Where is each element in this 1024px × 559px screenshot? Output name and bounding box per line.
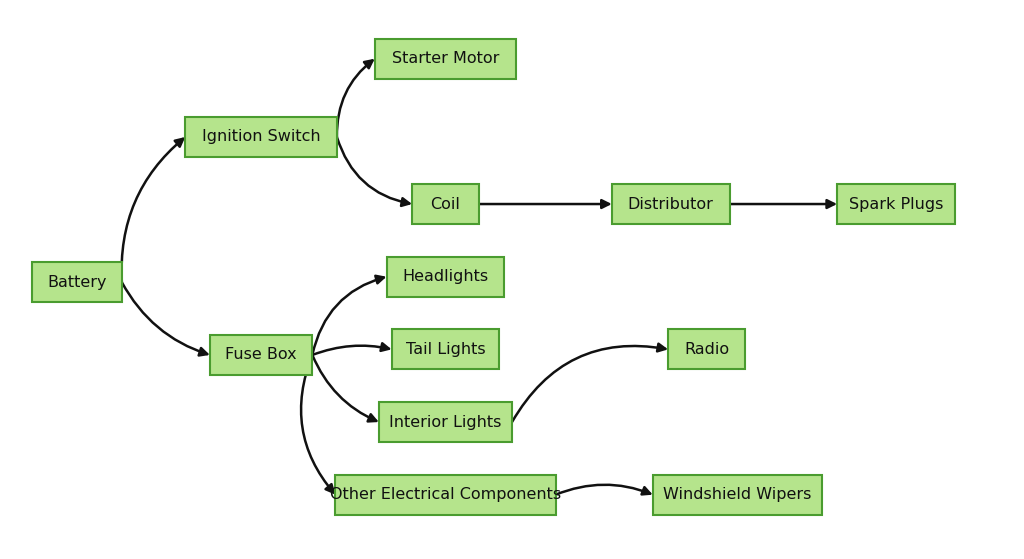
FancyBboxPatch shape <box>391 329 500 369</box>
FancyBboxPatch shape <box>412 184 478 224</box>
FancyBboxPatch shape <box>379 402 512 442</box>
FancyArrowPatch shape <box>479 200 609 208</box>
FancyBboxPatch shape <box>838 184 954 224</box>
Text: Other Electrical Components: Other Electrical Components <box>330 487 561 502</box>
FancyArrowPatch shape <box>312 355 376 421</box>
FancyBboxPatch shape <box>375 39 516 79</box>
FancyArrowPatch shape <box>312 343 389 355</box>
Text: Distributor: Distributor <box>628 197 714 211</box>
FancyArrowPatch shape <box>122 139 183 282</box>
Text: Headlights: Headlights <box>402 269 488 284</box>
Text: Ignition Switch: Ignition Switch <box>202 130 321 144</box>
FancyBboxPatch shape <box>210 335 312 375</box>
FancyArrowPatch shape <box>301 355 334 492</box>
Text: Interior Lights: Interior Lights <box>389 415 502 429</box>
FancyArrowPatch shape <box>512 344 666 422</box>
Text: Coil: Coil <box>430 197 461 211</box>
FancyBboxPatch shape <box>336 475 555 515</box>
FancyArrowPatch shape <box>729 200 835 208</box>
FancyArrowPatch shape <box>312 276 384 355</box>
FancyBboxPatch shape <box>387 257 504 297</box>
FancyBboxPatch shape <box>668 329 744 369</box>
Text: Spark Plugs: Spark Plugs <box>849 197 943 211</box>
FancyArrowPatch shape <box>337 60 373 137</box>
Text: Tail Lights: Tail Lights <box>406 342 485 357</box>
Text: Battery: Battery <box>47 275 106 290</box>
FancyBboxPatch shape <box>185 117 337 157</box>
FancyArrowPatch shape <box>555 485 650 495</box>
FancyBboxPatch shape <box>32 262 122 302</box>
Text: Fuse Box: Fuse Box <box>225 348 297 362</box>
Text: Windshield Wipers: Windshield Wipers <box>664 487 811 502</box>
Text: Radio: Radio <box>684 342 729 357</box>
FancyArrowPatch shape <box>337 137 410 206</box>
FancyBboxPatch shape <box>612 184 729 224</box>
FancyBboxPatch shape <box>653 475 821 515</box>
Text: Starter Motor: Starter Motor <box>392 51 499 66</box>
FancyArrowPatch shape <box>122 282 207 356</box>
